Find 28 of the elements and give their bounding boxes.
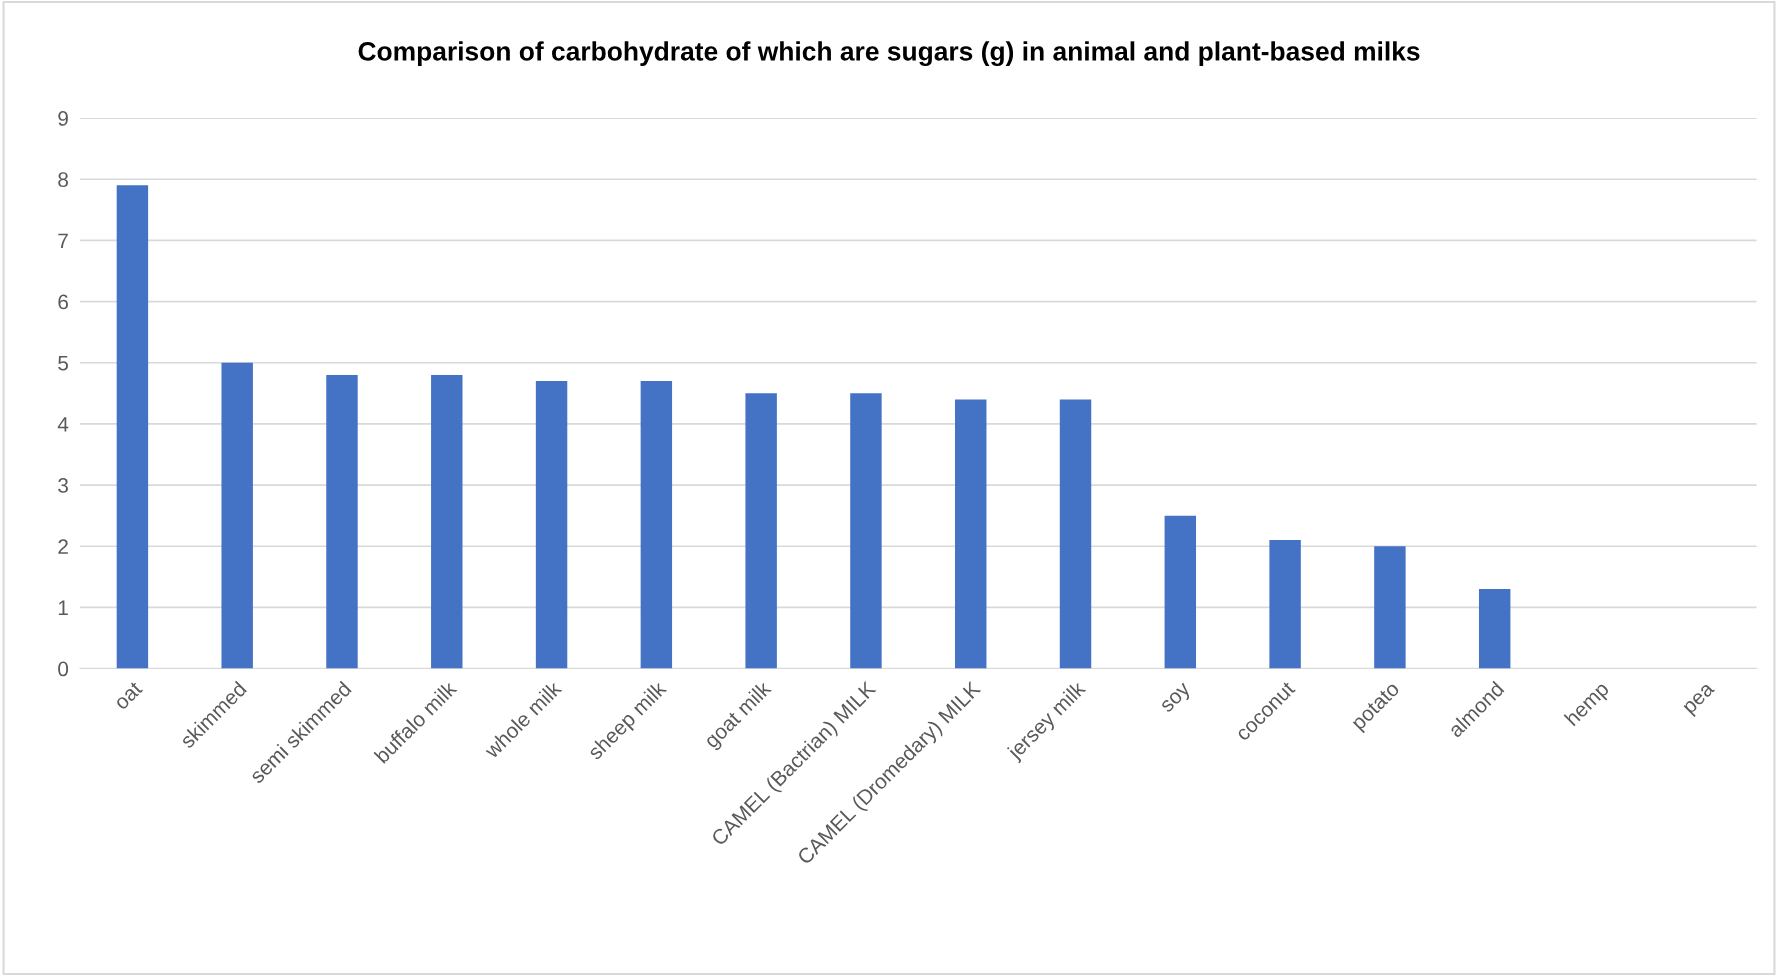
bar xyxy=(1164,515,1197,669)
bar xyxy=(431,374,463,669)
y-tick-label: 0 xyxy=(58,661,69,677)
y-tick-label: 8 xyxy=(58,172,68,188)
y-tick-label: 3 xyxy=(58,478,68,493)
y-tick-label: 7 xyxy=(58,233,68,248)
x-tick-label: oat xyxy=(113,680,144,711)
x-tick-label: pea xyxy=(1683,682,1718,718)
y-tick-label: 9 xyxy=(58,111,68,126)
bar xyxy=(535,381,568,669)
bar xyxy=(221,362,253,669)
y-tick-label: 2 xyxy=(58,539,68,554)
bar xyxy=(116,185,149,669)
y-tick-label: 4 xyxy=(57,417,69,432)
chart-title: Comparison of carbohydrate of which are sugars (g) in animal and plant-based milks xyxy=(358,41,1420,67)
bar xyxy=(1478,589,1511,669)
y-tick-label: 5 xyxy=(58,355,69,371)
bar xyxy=(1374,546,1406,669)
bar xyxy=(640,381,673,669)
bar xyxy=(955,399,987,669)
bar xyxy=(1269,540,1301,669)
y-tick-label: 6 xyxy=(58,294,68,310)
bar xyxy=(850,393,882,669)
x-tick-label: soy xyxy=(1160,682,1195,716)
bar xyxy=(745,393,777,669)
bar xyxy=(326,374,358,669)
y-tick-label: 1 xyxy=(58,600,68,615)
bar xyxy=(1059,399,1092,669)
